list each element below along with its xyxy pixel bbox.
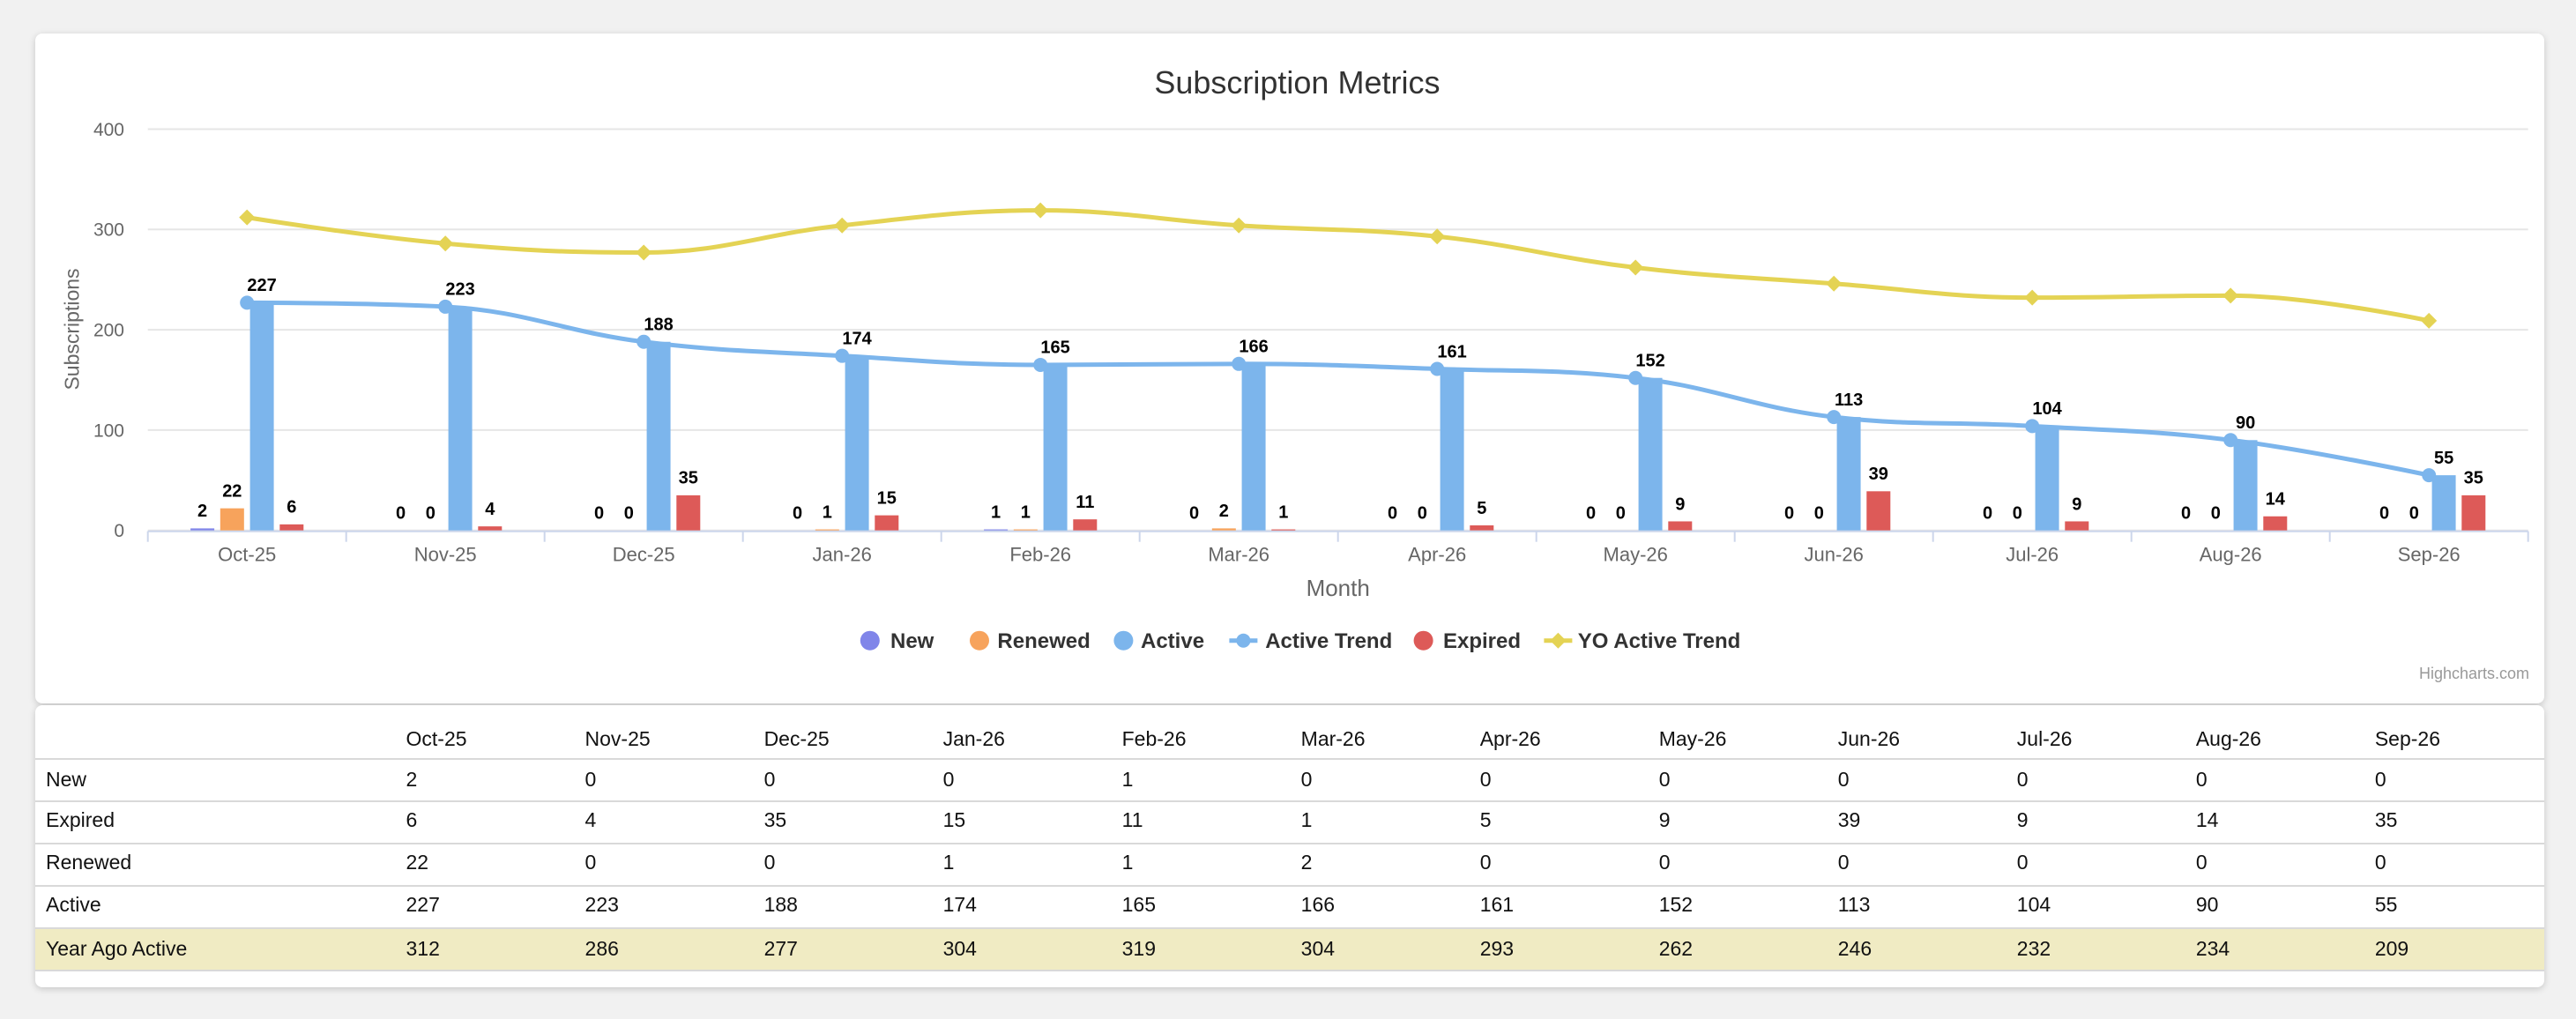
svg-text:227: 227	[247, 276, 276, 295]
svg-text:174: 174	[842, 329, 872, 348]
svg-text:15: 15	[877, 488, 897, 508]
svg-text:0: 0	[2211, 504, 2221, 524]
svg-text:Highcharts.com: Highcharts.com	[2419, 665, 2529, 682]
svg-text:Mar-26: Mar-26	[1208, 544, 1269, 566]
svg-text:Renewed: Renewed	[997, 629, 1090, 653]
svg-text:6: 6	[287, 498, 296, 517]
svg-text:100: 100	[93, 420, 124, 441]
svg-text:300: 300	[93, 220, 124, 241]
svg-text:1: 1	[1021, 502, 1031, 522]
svg-text:1: 1	[823, 502, 832, 522]
svg-text:0: 0	[1418, 504, 1427, 524]
svg-text:Sep-26: Sep-26	[2398, 544, 2461, 566]
svg-text:1: 1	[991, 502, 1001, 522]
svg-text:Oct-25: Oct-25	[218, 544, 276, 566]
svg-text:Nov-25: Nov-25	[414, 544, 477, 566]
svg-text:YO Active Trend: YO Active Trend	[1578, 629, 1741, 653]
svg-text:May-26: May-26	[1604, 544, 1668, 566]
svg-text:161: 161	[1437, 342, 1466, 361]
svg-text:14: 14	[2266, 490, 2286, 510]
svg-text:0: 0	[1189, 504, 1199, 524]
svg-text:11: 11	[1076, 493, 1094, 512]
svg-text:188: 188	[644, 316, 673, 335]
svg-text:New: New	[890, 629, 934, 653]
svg-text:Jul-26: Jul-26	[2006, 544, 2059, 566]
svg-text:0: 0	[396, 504, 406, 524]
svg-text:2: 2	[1219, 502, 1229, 521]
svg-text:0: 0	[1784, 504, 1794, 524]
svg-text:152: 152	[1635, 352, 1664, 371]
svg-text:Apr-26: Apr-26	[1408, 544, 1466, 566]
svg-text:165: 165	[1040, 338, 1069, 358]
svg-text:400: 400	[93, 120, 124, 140]
svg-text:Month: Month	[1307, 575, 1370, 601]
svg-text:166: 166	[1239, 338, 1268, 357]
svg-text:Active Trend: Active Trend	[1265, 629, 1392, 653]
svg-text:0: 0	[1586, 504, 1596, 524]
svg-text:Jan-26: Jan-26	[813, 544, 872, 566]
svg-text:9: 9	[1675, 495, 1685, 514]
svg-text:4: 4	[485, 500, 495, 519]
svg-text:9: 9	[2072, 495, 2081, 514]
svg-text:1: 1	[1278, 502, 1288, 522]
svg-text:0: 0	[594, 504, 604, 524]
svg-text:223: 223	[445, 280, 474, 300]
svg-text:0: 0	[426, 504, 436, 524]
svg-text:90: 90	[2236, 413, 2255, 433]
svg-text:Feb-26: Feb-26	[1009, 544, 1071, 566]
svg-text:5: 5	[1477, 499, 1486, 518]
svg-text:0: 0	[624, 504, 634, 524]
svg-text:0: 0	[793, 504, 802, 524]
svg-text:39: 39	[1869, 465, 1888, 484]
svg-text:Active: Active	[1141, 629, 1204, 653]
svg-text:Subscriptions: Subscriptions	[60, 268, 83, 390]
svg-text:Expired: Expired	[1443, 629, 1521, 653]
svg-text:0: 0	[2013, 504, 2022, 524]
svg-text:0: 0	[1814, 504, 1824, 524]
svg-text:Jun-26: Jun-26	[1805, 544, 1864, 566]
svg-text:0: 0	[1616, 504, 1626, 524]
svg-text:0: 0	[114, 521, 124, 541]
svg-text:0: 0	[1388, 504, 1397, 524]
svg-text:0: 0	[2379, 504, 2389, 524]
svg-text:0: 0	[2409, 504, 2419, 524]
svg-text:35: 35	[679, 469, 698, 488]
svg-text:35: 35	[2464, 469, 2483, 488]
svg-text:Dec-25: Dec-25	[613, 544, 675, 566]
svg-text:0: 0	[2181, 504, 2191, 524]
svg-text:22: 22	[222, 481, 242, 501]
svg-text:0: 0	[1983, 504, 1992, 524]
svg-text:104: 104	[2032, 399, 2062, 419]
svg-text:55: 55	[2434, 449, 2453, 468]
svg-text:113: 113	[1835, 390, 1863, 410]
svg-text:Aug-26: Aug-26	[2200, 544, 2262, 566]
svg-text:200: 200	[93, 321, 124, 341]
svg-text:Subscription Metrics: Subscription Metrics	[1154, 64, 1440, 100]
svg-text:2: 2	[197, 502, 207, 521]
